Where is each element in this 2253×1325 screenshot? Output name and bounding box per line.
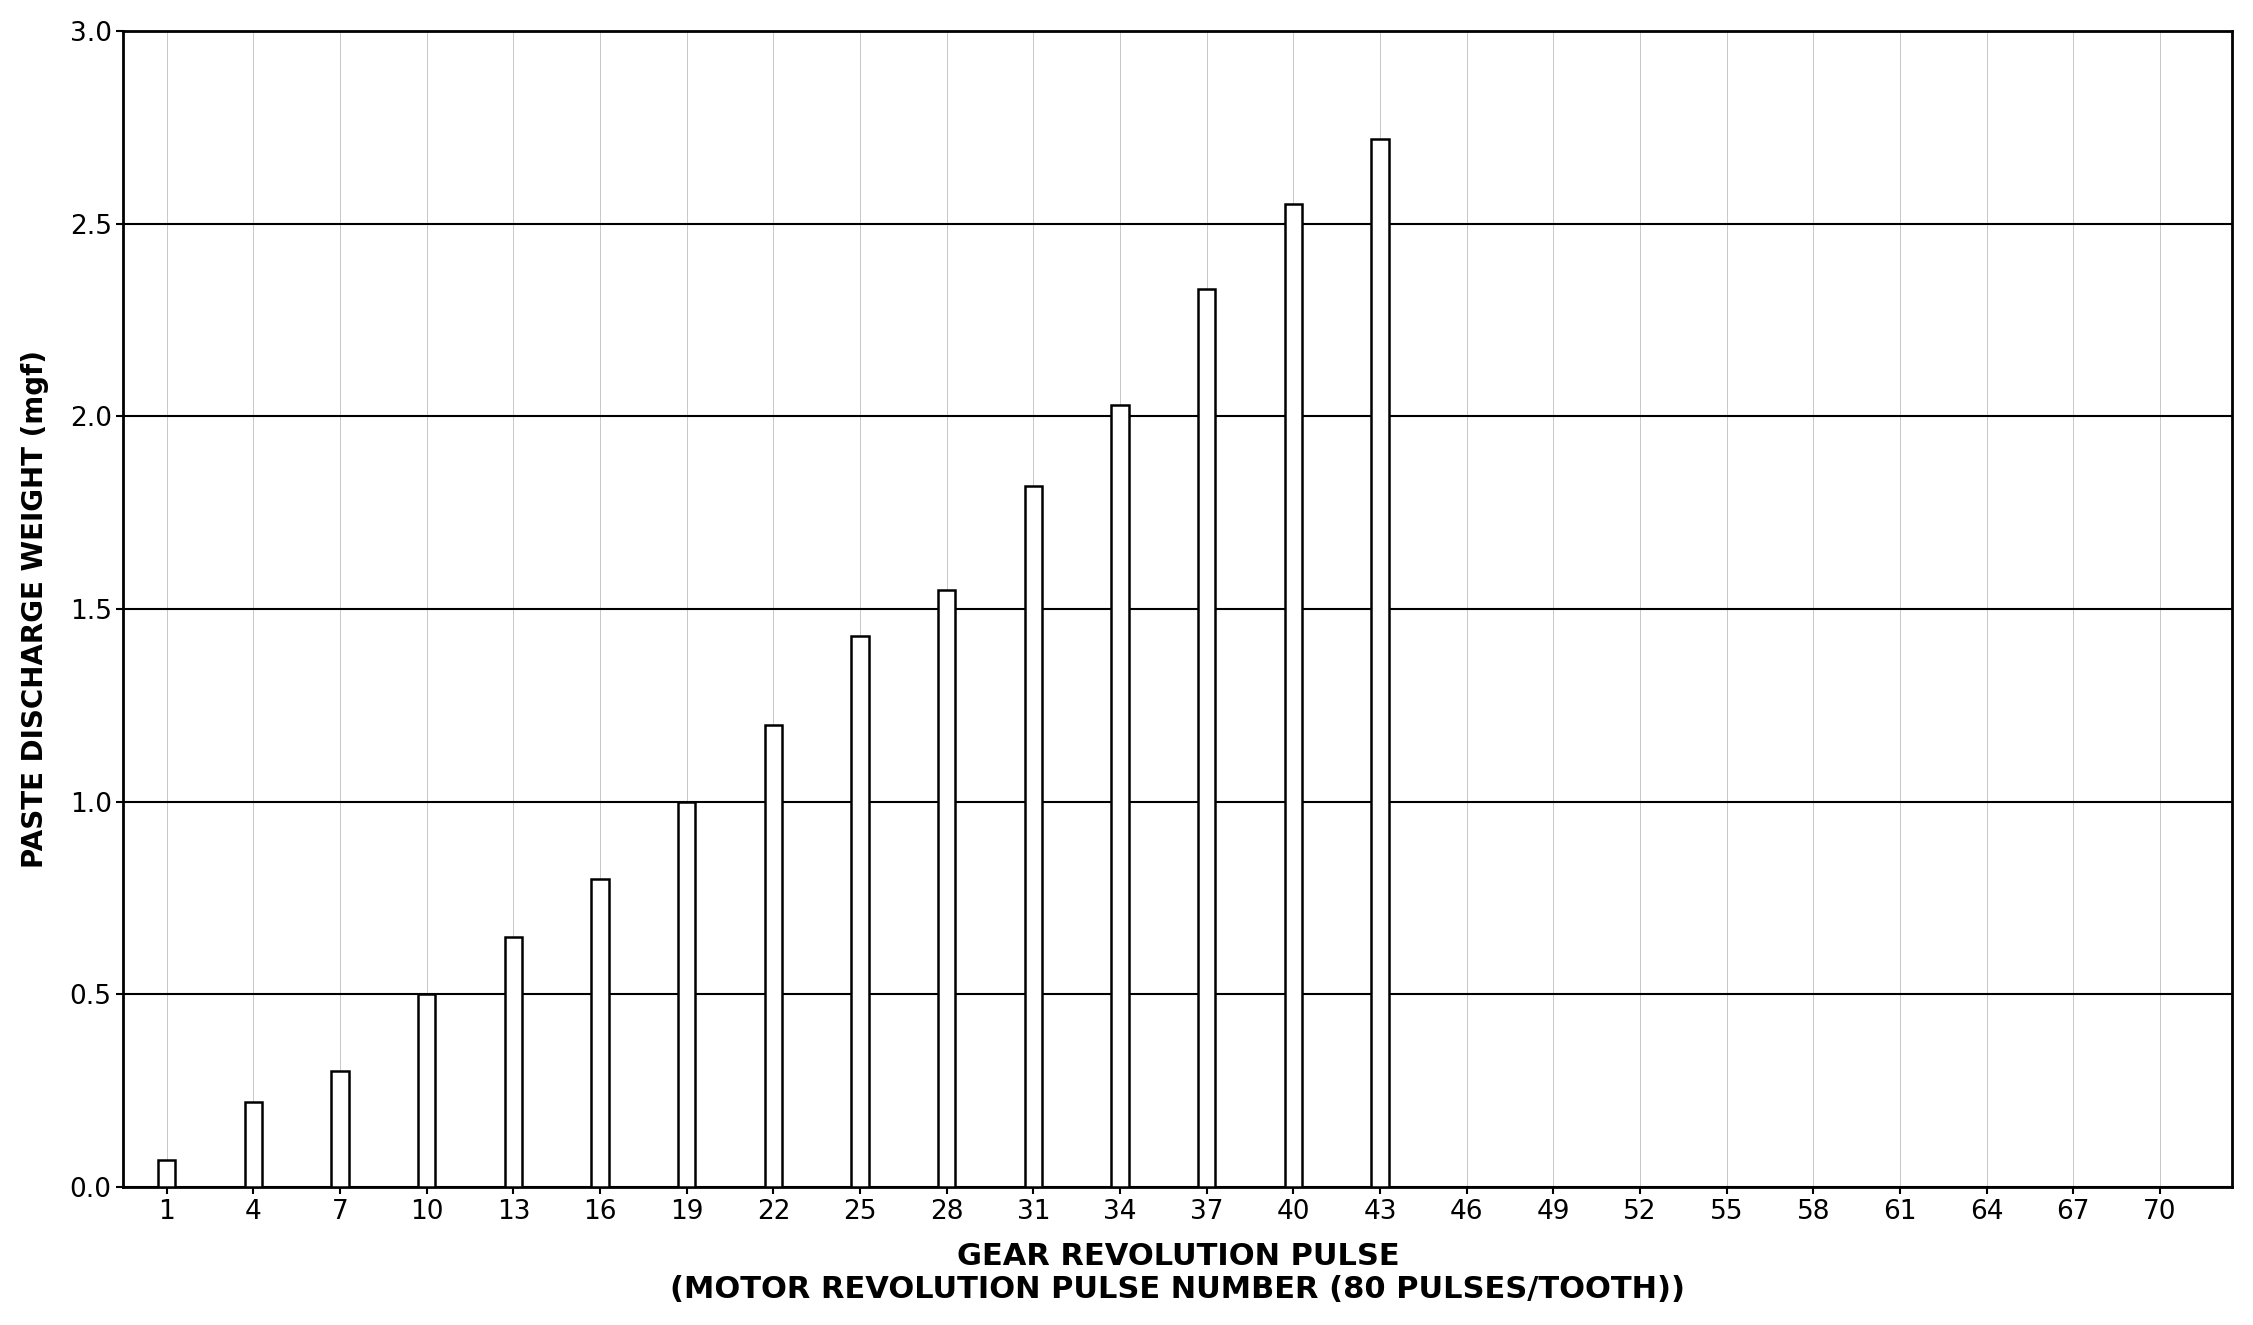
Bar <box>158 1161 176 1187</box>
Bar <box>937 590 955 1187</box>
Bar <box>505 937 523 1187</box>
Bar <box>852 636 870 1187</box>
Y-axis label: PASTE DISCHARGE WEIGHT (mgf): PASTE DISCHARGE WEIGHT (mgf) <box>20 350 50 868</box>
Bar <box>246 1102 261 1187</box>
Bar <box>419 994 435 1187</box>
Bar <box>1284 204 1302 1187</box>
Bar <box>1111 404 1129 1187</box>
Bar <box>678 802 696 1187</box>
Bar <box>1025 486 1043 1187</box>
Bar <box>764 725 782 1187</box>
Bar <box>593 878 608 1187</box>
X-axis label: GEAR REVOLUTION PULSE
(MOTOR REVOLUTION PULSE NUMBER (80 PULSES/TOOTH)): GEAR REVOLUTION PULSE (MOTOR REVOLUTION … <box>671 1242 1685 1304</box>
Bar <box>1199 289 1214 1187</box>
Bar <box>1372 139 1388 1187</box>
Bar <box>331 1072 349 1187</box>
